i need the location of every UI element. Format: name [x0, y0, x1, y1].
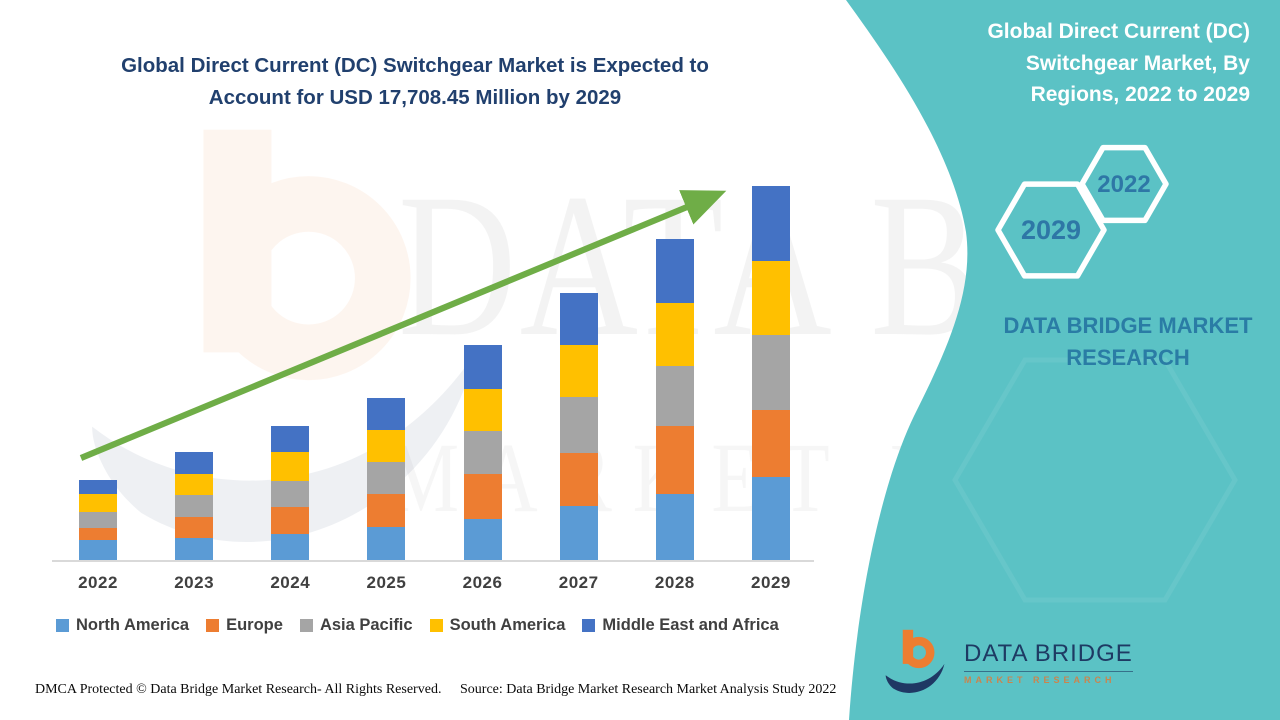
bar-segment-2027	[559, 345, 598, 397]
legend-swatch	[582, 619, 596, 632]
bar-segment-2027	[559, 397, 598, 453]
bar-segment-2029	[751, 261, 790, 335]
bar-segment-2022	[79, 512, 117, 528]
bar-segment-2023	[175, 452, 214, 474]
chart-legend: North America Europe Asia Pacific South Ame…	[56, 616, 779, 635]
bar-segment-2026	[463, 431, 502, 474]
bar-2027	[559, 293, 598, 560]
bar-segment-2023	[175, 495, 214, 517]
x-axis-label-2026: 2026	[462, 573, 503, 592]
legend-label: Middle East and Africa	[602, 616, 779, 634]
legend-item: Middle East and Africa	[582, 616, 779, 635]
bar-segment-2022	[79, 540, 117, 560]
bar-segment-2025	[367, 462, 406, 494]
bar-segment-2028	[655, 239, 694, 303]
x-axis-label-2025: 2025	[366, 573, 407, 592]
footer-dmca-text: DMCA Protected © Data Bridge Market Rese…	[35, 682, 442, 697]
legend-item: North America	[56, 616, 189, 635]
legend-item: Asia Pacific	[299, 616, 413, 635]
bar-2028	[655, 239, 694, 560]
legend-label: Asia Pacific	[319, 616, 413, 634]
bar-segment-2023	[175, 517, 214, 538]
dbmr-logo-icon	[885, 629, 945, 693]
bar-segment-2029	[751, 186, 790, 261]
bar-segment-2028	[655, 303, 694, 366]
x-axis-label-2029: 2029	[751, 573, 791, 592]
bar-segment-2029	[751, 335, 790, 410]
bar-2023	[175, 452, 214, 560]
legend-item: South America	[429, 616, 566, 635]
side-panel-brand-text: DATA BRIDGE MARKET RESEARCH	[1003, 313, 1253, 370]
hexagon-year-2029: 2029	[1021, 215, 1081, 245]
x-axis-label-2027: 2027	[558, 573, 599, 592]
legend-label: South America	[449, 616, 566, 634]
bar-2026	[463, 345, 502, 560]
bar-segment-2027	[559, 453, 598, 506]
bar-segment-2025	[367, 430, 406, 462]
dbmr-logo-name: DATA BRIDGE	[964, 640, 1133, 672]
side-panel-heading: Global Direct Current (DC) Switchgear Ma…	[987, 20, 1250, 106]
bar-segment-2026	[463, 519, 502, 560]
legend-item: Europe	[206, 616, 283, 635]
bar-segment-2025	[367, 398, 406, 430]
x-axis-label-2024: 2024	[270, 573, 311, 592]
legend-swatch	[299, 619, 313, 632]
bar-segment-2026	[463, 389, 502, 431]
bar-segment-2024	[271, 481, 310, 507]
dbmr-logo: DATA BRIDGE MARKET RESEARCH	[880, 626, 1133, 698]
bar-segment-2025	[367, 494, 406, 527]
bar-2022	[79, 480, 117, 560]
bar-segment-2027	[559, 293, 598, 345]
x-axis-label-2022: 2022	[78, 573, 118, 592]
bar-segment-2025	[367, 527, 406, 560]
bar-segment-2028	[655, 426, 694, 494]
bar-2024	[271, 426, 310, 560]
bar-segment-2023	[175, 474, 214, 495]
hexagon-badges: 2029 2022	[995, 144, 1169, 279]
bar-segment-2022	[79, 494, 117, 512]
x-axis	[52, 560, 814, 562]
dbmr-logo-tagline: MARKET RESEARCH	[964, 674, 1116, 685]
bar-segment-2024	[271, 507, 310, 534]
page-title: Global Direct Current (DC) Switchgear Ma…	[121, 54, 709, 109]
bar-segment-2024	[271, 452, 310, 481]
bar-2029	[751, 186, 790, 560]
legend-swatch	[429, 619, 443, 632]
legend-swatch	[56, 619, 69, 632]
bar-segment-2023	[175, 538, 214, 560]
bar-segment-2024	[271, 426, 310, 452]
hexagon-year-2022: 2022	[1097, 171, 1150, 198]
legend-label: Europe	[226, 616, 283, 634]
bar-segment-2028	[655, 494, 694, 560]
bar-segment-2026	[463, 345, 502, 389]
legend-label: North America	[76, 616, 190, 634]
bar-chart: 2022 2023 2024 2025 2026 2027 2028 2029	[40, 170, 820, 592]
bar-segment-2022	[79, 528, 117, 540]
x-axis-label-2028: 2028	[654, 573, 695, 592]
bar-segment-2029	[751, 477, 790, 560]
bar-segment-2022	[79, 480, 117, 494]
bar-2025	[367, 398, 406, 560]
footer-source-text: Source: Data Bridge Market Research Mark…	[460, 682, 837, 697]
legend-swatch	[206, 619, 220, 632]
bar-segment-2026	[463, 474, 502, 519]
x-axis-label-2023: 2023	[174, 573, 215, 592]
decorative-hexagon-outline	[952, 357, 1238, 603]
bar-segment-2024	[271, 534, 310, 560]
hexagon-2022: 2022	[1079, 144, 1169, 224]
bar-segment-2027	[559, 506, 598, 560]
bar-segment-2028	[655, 366, 694, 426]
trend-arrow	[79, 190, 727, 461]
bar-segment-2029	[751, 410, 790, 477]
